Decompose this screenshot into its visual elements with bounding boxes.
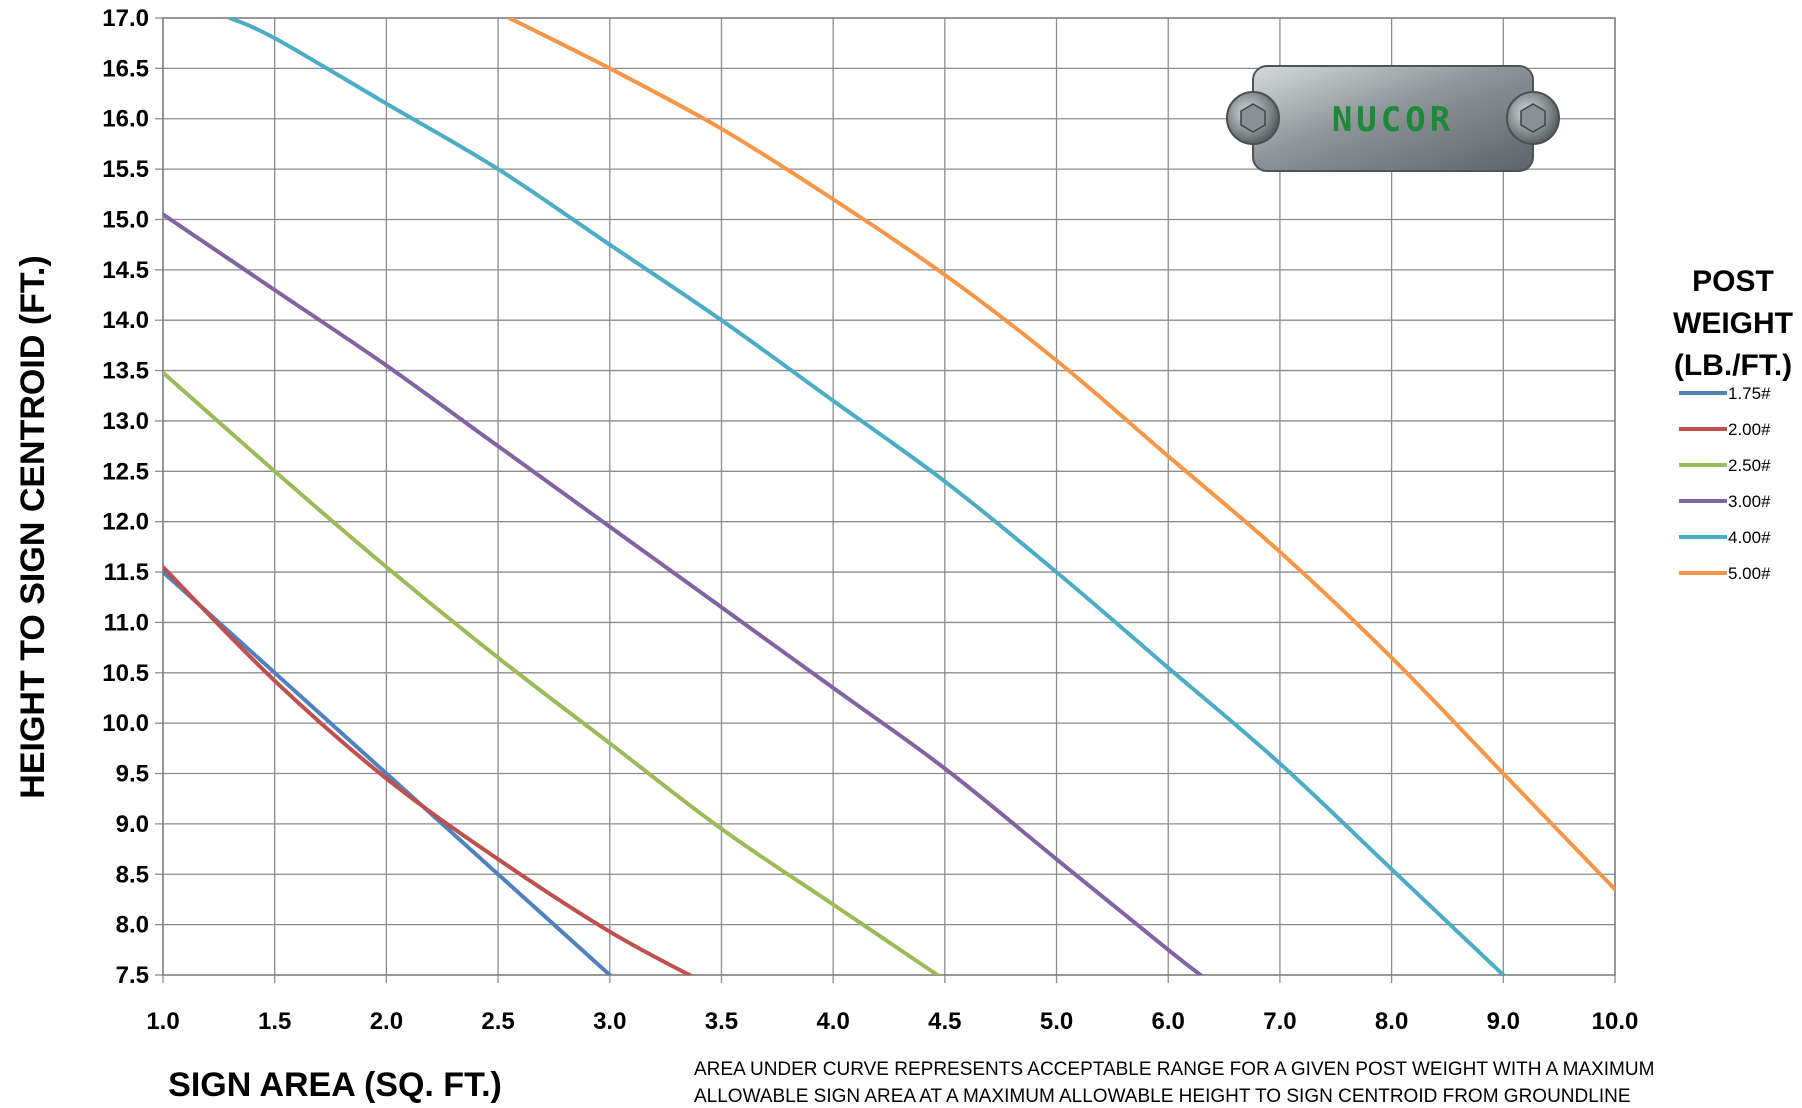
x-tick-label: 4.5 bbox=[928, 1008, 961, 1035]
y-tick-label: 9.5 bbox=[116, 761, 149, 788]
y-axis-title: HEIGHT TO SIGN CENTROID (FT.) bbox=[14, 255, 52, 798]
series-line-1.75# bbox=[163, 570, 612, 975]
y-tick-label: 10.5 bbox=[102, 660, 149, 687]
series-line-4.00# bbox=[228, 18, 1506, 975]
y-tick-label: 14.0 bbox=[102, 307, 149, 334]
note-line-2: ALLOWABLE SIGN AREA AT A MAXIMUM ALLOWAB… bbox=[694, 1086, 1631, 1107]
y-tick-label: 16.5 bbox=[102, 55, 149, 82]
x-tick-label: 3.5 bbox=[705, 1008, 738, 1035]
series-line-5.00# bbox=[507, 18, 1615, 892]
x-tick-label: 5.0 bbox=[1040, 1008, 1073, 1035]
x-tick-label: 10.0 bbox=[1592, 1008, 1639, 1035]
legend-title-line-3: (LB./FT.) bbox=[1674, 349, 1792, 382]
y-tick-label: 12.0 bbox=[102, 509, 149, 536]
x-tick-labels: 1.0 1.5 2.0 2.5 3.0 3.5 4.0 4.5 5.0 6.0 7.0 8.0 9.0 1… bbox=[146, 1008, 1638, 1035]
y-tick-label: 11.5 bbox=[104, 559, 149, 586]
bolt-head-icon bbox=[1520, 103, 1546, 133]
plot-frame bbox=[162, 17, 1616, 976]
series-line-2.00# bbox=[163, 565, 694, 975]
legend-title-line-1: POST bbox=[1692, 265, 1774, 298]
y-tick-label: 11.0 bbox=[104, 609, 149, 636]
legend-label: 4.00# bbox=[1728, 528, 1771, 547]
legend-items: 1.75# 2.00# 2.50# 3.00# 4.00# 5.00# bbox=[1679, 384, 1771, 583]
legend-label: 2.50# bbox=[1728, 456, 1771, 475]
y-tick-label: 15.5 bbox=[102, 156, 149, 183]
x-tick-label: 2.0 bbox=[370, 1008, 403, 1035]
y-tick-label: 12.5 bbox=[102, 458, 149, 485]
y-tick-label: 16.0 bbox=[102, 106, 149, 133]
nucor-logo: NUCOR bbox=[1226, 65, 1560, 172]
y-tick-label: 9.0 bbox=[116, 811, 149, 838]
y-tick-label: 15.0 bbox=[102, 206, 149, 233]
y-tick-label: 8.5 bbox=[116, 861, 149, 888]
logo-wordmark: NUCOR bbox=[1332, 100, 1454, 140]
y-tick-label: 10.0 bbox=[102, 710, 149, 737]
y-tick-label: 8.0 bbox=[116, 912, 149, 939]
y-tick-label: 13.5 bbox=[102, 358, 149, 385]
note-line-1: AREA UNDER CURVE REPRESENTS ACCEPTABLE R… bbox=[694, 1059, 1654, 1080]
y-tick-label: 7.5 bbox=[116, 962, 149, 989]
legend-label: 3.00# bbox=[1728, 492, 1771, 511]
x-tick-label: 2.5 bbox=[481, 1008, 514, 1035]
x-tick-label: 3.0 bbox=[593, 1008, 626, 1035]
x-tick-label: 7.0 bbox=[1263, 1008, 1296, 1035]
x-tick-label: 1.0 bbox=[146, 1008, 179, 1035]
legend-label: 1.75# bbox=[1728, 384, 1771, 403]
legend: POST WEIGHT (LB./FT.) 1.75# 2.00# 2.50# 3.0… bbox=[1673, 265, 1793, 583]
x-axis-title: SIGN AREA (SQ. FT.) bbox=[168, 1066, 502, 1104]
legend-label: 5.00# bbox=[1728, 564, 1771, 583]
bolt-head-icon bbox=[1240, 103, 1266, 133]
x-tick-label: 6.0 bbox=[1152, 1008, 1185, 1035]
y-tick-label: 17.0 bbox=[102, 5, 149, 32]
series-line-2.50# bbox=[163, 370, 941, 975]
x-tick-label: 4.0 bbox=[816, 1008, 849, 1035]
x-tick-label: 8.0 bbox=[1375, 1008, 1408, 1035]
x-tick-label: 1.5 bbox=[258, 1008, 291, 1035]
x-tick-label: 9.0 bbox=[1487, 1008, 1520, 1035]
y-tick-label: 13.0 bbox=[102, 408, 149, 435]
legend-title-line-2: WEIGHT bbox=[1673, 307, 1793, 340]
legend-label: 2.00# bbox=[1728, 420, 1771, 439]
series-line-3.00# bbox=[163, 212, 1204, 975]
series-lines bbox=[163, 18, 1615, 975]
y-tick-label: 14.5 bbox=[102, 257, 149, 284]
y-tick-labels: 7.5 8.0 8.5 9.0 9.5 10.0 10.5 11.0 11.5 12.0 12.5 1… bbox=[102, 5, 149, 989]
